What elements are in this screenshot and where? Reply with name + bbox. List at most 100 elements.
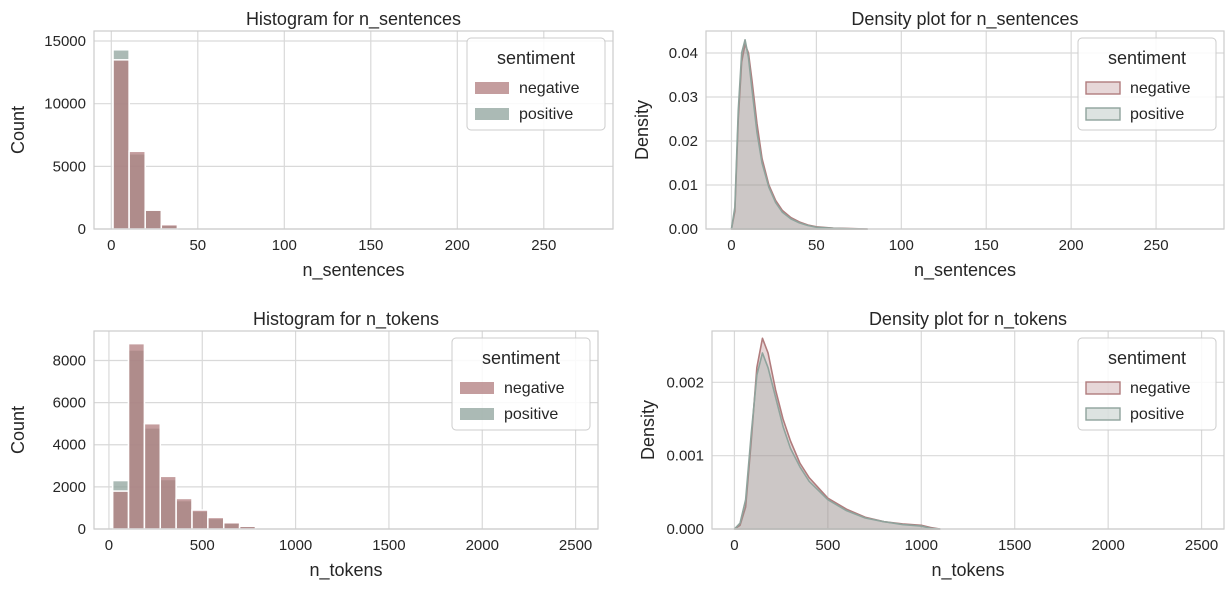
legend-swatch-negative: [1085, 381, 1121, 395]
axes-frame: [93, 330, 599, 530]
y-tick-label: 0.03: [669, 89, 698, 106]
y-axis-label: Density: [638, 400, 658, 460]
x-tick-label: 2000: [466, 537, 499, 554]
x-tick-label: 2500: [1185, 537, 1218, 554]
y-axis-label: Count: [8, 406, 28, 454]
chart-title: Histogram for n_sentences: [246, 9, 461, 30]
y-tick-label: 0.02: [669, 133, 698, 150]
x-tick-label: 200: [1059, 237, 1084, 254]
x-tick-label: 50: [189, 237, 206, 254]
y-tick-label: 4000: [53, 437, 86, 454]
y-tick-label: 6000: [53, 395, 86, 412]
x-axis-label: n_tokens: [931, 560, 1004, 581]
y-tick-label: 0: [78, 521, 86, 538]
x-axis-label: n_sentences: [302, 260, 404, 281]
bar-negative: [143, 422, 162, 530]
x-axis-label: n_tokens: [309, 560, 382, 581]
legend-title: sentiment: [482, 348, 560, 368]
y-tick-label: 0.001: [666, 448, 704, 465]
legend-swatch-positive: [475, 108, 509, 120]
y-tick-label: 0.01: [669, 177, 698, 194]
density-area-positive: [730, 39, 869, 230]
histogram-n-sentences-panel: 0 50 100 150 200 250 0 5000 10000 15000 Histogram …: [8, 9, 614, 281]
x-tick-label: 2500: [559, 537, 592, 554]
y-tick-label: 8000: [53, 352, 86, 369]
y-axis-label: Density: [632, 100, 652, 160]
x-tick-label: 0: [730, 537, 738, 554]
bar-negative: [160, 223, 179, 230]
x-tick-label: 250: [1144, 237, 1169, 254]
x-tick-label: 100: [272, 237, 297, 254]
bar-negative: [128, 150, 146, 230]
legend-swatch-positive: [460, 408, 494, 420]
axes-frame: [705, 30, 1225, 230]
y-tick-label: 15000: [44, 33, 86, 50]
legend-swatch-positive: [1085, 107, 1121, 121]
bar-negative: [127, 342, 146, 530]
chart-title: Density plot for n_sentences: [851, 9, 1078, 30]
bar-negative: [111, 490, 130, 530]
x-tick-label: 150: [974, 237, 999, 254]
bar-negative: [144, 209, 163, 230]
x-tick-label: 500: [190, 537, 215, 554]
x-tick-label: 0: [105, 537, 113, 554]
legend-label-positive: positive: [504, 406, 558, 423]
legend-box: [451, 337, 591, 431]
density-n-tokens-panel: 0 500 1000 1500 2000 2500 0.000 0.001 0.002 Densi…: [638, 309, 1225, 581]
legend-box: [1077, 37, 1217, 131]
legend-swatch-positive: [1085, 407, 1121, 421]
legend-swatch-negative: [475, 82, 509, 94]
legend-swatch-negative: [1085, 81, 1121, 95]
bar-negative: [112, 59, 130, 230]
legend-label-negative: negative: [1130, 380, 1191, 397]
x-tick-label: 500: [815, 537, 840, 554]
x-tick-label: 1000: [905, 537, 938, 554]
axes-frame: [93, 30, 614, 230]
legend-label-negative: negative: [504, 380, 565, 397]
x-tick-label: 50: [808, 237, 825, 254]
legend-title: sentiment: [497, 48, 575, 68]
x-tick-label: 200: [445, 237, 470, 254]
axes-frame: [711, 330, 1225, 530]
legend-label-positive: positive: [1130, 406, 1184, 423]
x-tick-label: 1500: [998, 537, 1031, 554]
y-tick-label: 0: [78, 221, 86, 238]
legend-label-positive: positive: [1130, 106, 1184, 123]
legend-swatch-negative: [460, 382, 494, 394]
y-tick-label: 0.00: [669, 221, 698, 238]
legend-label-positive: positive: [519, 106, 573, 123]
y-tick-label: 0.002: [666, 374, 704, 391]
x-tick-label: 0: [107, 237, 115, 254]
y-axis-label: Count: [8, 106, 28, 154]
x-tick-label: 150: [358, 237, 383, 254]
x-tick-label: 100: [889, 237, 914, 254]
bar-negative: [222, 521, 241, 530]
legend-box: [466, 37, 606, 131]
y-tick-label: 10000: [44, 96, 86, 113]
y-tick-label: 0.04: [669, 45, 698, 62]
legend-title: sentiment: [1108, 348, 1186, 368]
legend-label-negative: negative: [1130, 80, 1191, 97]
legend-title: sentiment: [1108, 48, 1186, 68]
x-tick-label: 0: [727, 237, 735, 254]
y-tick-label: 5000: [53, 158, 86, 175]
bar-negative: [175, 497, 193, 530]
chart-title: Histogram for n_tokens: [253, 309, 439, 330]
density-area-positive: [733, 352, 941, 530]
x-tick-label: 250: [531, 237, 556, 254]
chart-title: Density plot for n_tokens: [869, 309, 1067, 330]
bar-negative: [159, 475, 177, 530]
histogram-n-tokens-panel: 0 500 1000 1500 2000 2500 0 2000 4000 6000 8000 His…: [8, 309, 599, 581]
x-tick-label: 1000: [279, 537, 312, 554]
y-tick-label: 2000: [53, 479, 86, 496]
x-tick-label: 1500: [372, 537, 405, 554]
x-tick-label: 2000: [1091, 537, 1124, 554]
legend-box: [1077, 337, 1217, 431]
density-n-sentences-panel: 0 50 100 150 200 250 0.00 0.01 0.02 0.03 0.04 Densi…: [632, 9, 1225, 281]
y-tick-label: 0.000: [666, 521, 704, 538]
bar-negative: [191, 509, 209, 530]
legend-label-negative: negative: [519, 80, 580, 97]
bar-negative: [207, 516, 225, 530]
x-axis-label: n_sentences: [914, 260, 1016, 281]
